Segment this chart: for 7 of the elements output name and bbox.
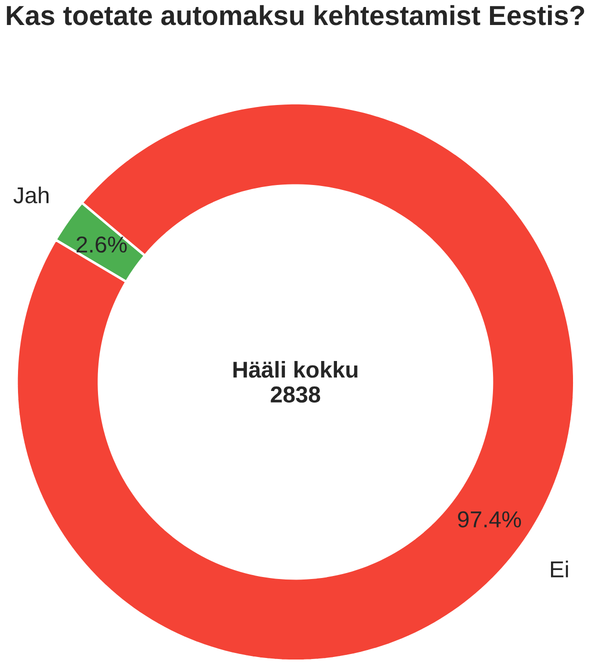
text: Hääli kokku	[234, 360, 358, 378]
slice-label: Ei	[551, 560, 568, 578]
text: 2838	[270, 386, 320, 403]
data-label: 97.4%	[458, 511, 522, 528]
chart-title: Kas toetate automaksu kehtestamist Eestis?	[7, 5, 584, 26]
slice-label: Jah	[14, 186, 49, 204]
data-label: 2.6%	[76, 236, 127, 253]
